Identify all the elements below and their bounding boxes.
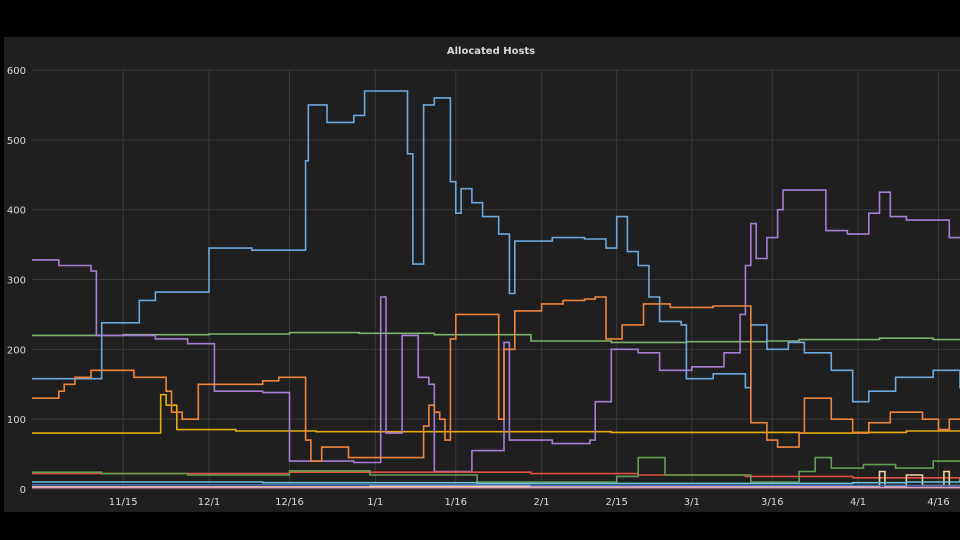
chart-panel: Allocated Hosts 0 100 200 300 400 500 600 11/15…: [4, 37, 960, 512]
line-series-navy: [32, 484, 960, 487]
x-tick-label-8: 3/16: [761, 497, 783, 508]
line-series-yellow: [32, 393, 960, 434]
line-series-teal: [32, 479, 960, 485]
line-series-darkgreen: [32, 456, 960, 483]
chart-title: Allocated Hosts: [447, 46, 535, 57]
x-tick-label-10: 4/16: [927, 497, 949, 508]
y-tick-label-200: 200: [7, 345, 26, 356]
y-tick-label-0: 0: [20, 485, 26, 496]
y-tick-label-300: 300: [7, 276, 26, 287]
line-series-lightyellow: [32, 470, 960, 488]
y-tick-label-400: 400: [7, 206, 26, 217]
y-tick-label-100: 100: [7, 415, 26, 426]
x-tick-label-0: 11/15: [109, 497, 138, 508]
line-series-green: [32, 331, 960, 344]
y-tick-label-600: 600: [7, 66, 26, 77]
x-tick-label-6: 2/15: [605, 497, 627, 508]
y-tick-label-500: 500: [7, 136, 26, 147]
line-series-orange: [32, 296, 960, 462]
x-tick-label-1: 12/1: [198, 497, 220, 508]
x-tick-label-7: 3/1: [684, 497, 700, 508]
line-series-blue: [32, 90, 960, 403]
x-tick-label-9: 4/1: [850, 497, 866, 508]
x-tick-label-2: 12/16: [275, 497, 304, 508]
line-series-purple: [32, 189, 960, 473]
x-tick-label-4: 1/16: [445, 497, 467, 508]
x-tick-label-3: 1/1: [367, 497, 383, 508]
x-tick-label-5: 2/1: [534, 497, 550, 508]
allocated-hosts-chart: Allocated Hosts 0 100 200 300 400 500 600 11/15…: [7, 46, 960, 508]
